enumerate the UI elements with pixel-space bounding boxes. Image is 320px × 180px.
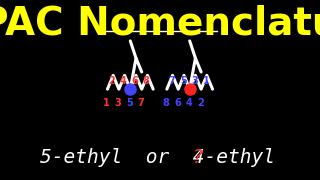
Text: 3: 3 — [191, 76, 198, 86]
Text: 6: 6 — [174, 98, 181, 108]
Text: 8: 8 — [163, 98, 170, 108]
Text: 7: 7 — [169, 76, 175, 86]
Text: 2: 2 — [197, 98, 204, 108]
Text: 4: 4 — [186, 98, 193, 108]
Text: 5-ethyl  or  4-ethyl: 5-ethyl or 4-ethyl — [40, 148, 275, 167]
Text: 3: 3 — [114, 98, 121, 108]
Text: 8: 8 — [143, 76, 150, 86]
Text: 4: 4 — [120, 76, 127, 86]
Text: ?: ? — [192, 148, 204, 167]
Text: 1: 1 — [203, 76, 210, 86]
Text: 5: 5 — [180, 76, 187, 86]
Text: 2: 2 — [109, 76, 116, 86]
Text: 5: 5 — [126, 98, 132, 108]
Text: 1: 1 — [103, 98, 110, 108]
Text: IUPAC Nomenclature: IUPAC Nomenclature — [0, 5, 320, 43]
Text: 6: 6 — [132, 76, 138, 86]
Text: 7: 7 — [137, 98, 144, 108]
